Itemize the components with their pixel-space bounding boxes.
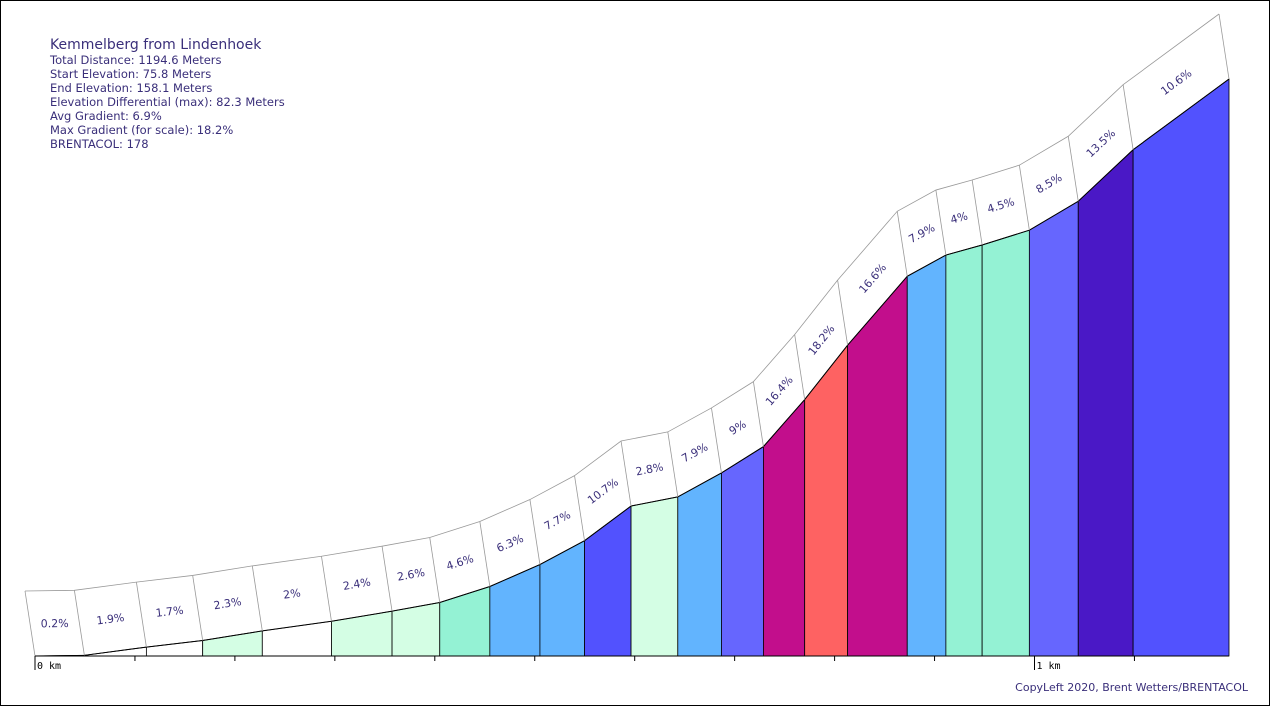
gradient-label: 10.6%	[1158, 67, 1194, 98]
gradient-label: 16.4%	[763, 373, 796, 408]
gradient-label: 4%	[949, 209, 969, 226]
copyright: CopyLeft 2020, Brent Wetters/BRENTACOL	[1015, 681, 1248, 694]
band-divider	[1067, 136, 1079, 202]
band-divider	[667, 431, 679, 497]
route-title: Kemmelberg from Lindenhoek	[50, 37, 262, 53]
gradient-label: 2%	[282, 586, 301, 601]
gradient-label: 16.6%	[856, 261, 889, 296]
gradient-label: 0.2%	[41, 617, 69, 630]
gradient-label: 1.7%	[155, 604, 184, 620]
band-divider	[971, 179, 983, 246]
band-divider	[794, 334, 806, 400]
gradient-segment	[489, 563, 541, 657]
band-divider	[529, 499, 541, 565]
gradient-segment	[981, 229, 1030, 657]
gradient-label: 7.9%	[679, 440, 710, 465]
band-divider	[429, 537, 441, 603]
band-divider	[896, 211, 908, 277]
gradient-segment	[439, 585, 491, 657]
band-divider	[1218, 13, 1230, 80]
km-tick-label: 0 km	[37, 661, 61, 672]
gradient-label: 9%	[727, 418, 749, 438]
start-elevation: Start Elevation: 75.8 Meters	[50, 67, 212, 81]
band-divider	[73, 590, 85, 656]
band-divider	[251, 565, 263, 631]
gradient-label: 10.7%	[585, 476, 621, 507]
band-divider	[381, 546, 393, 612]
brentacol-score: BRENTACOL: 178	[50, 137, 149, 151]
gradient-segment	[847, 275, 908, 657]
band-divider	[321, 556, 332, 622]
max-gradient: Max Gradient (for scale): 18.2%	[50, 123, 234, 137]
gradient-segment	[331, 610, 393, 657]
gradient-label: 2.6%	[396, 566, 426, 584]
route-info: Kemmelberg from Lindenhoek Total Distanc…	[50, 37, 285, 151]
total-distance: Total Distance: 1194.6 Meters	[50, 53, 222, 67]
gradient-label: 7.9%	[906, 221, 937, 246]
band-divider	[837, 280, 849, 346]
band-divider	[24, 590, 36, 657]
gradient-label: 4.5%	[986, 195, 1017, 216]
gradient-segment	[202, 630, 263, 657]
gradient-segment	[630, 496, 679, 657]
gradient-label: 18.2%	[806, 322, 838, 357]
avg-gradient: Avg Gradient: 6.9%	[50, 109, 162, 123]
gradient-segment	[145, 640, 204, 657]
band-top-edge	[24, 13, 1220, 592]
band-divider	[711, 407, 722, 473]
end-elevation: End Elevation: 158.1 Meters	[50, 81, 213, 95]
band-divider	[1018, 165, 1030, 231]
band-divider	[135, 582, 147, 648]
band-divider	[1122, 84, 1134, 150]
gradient-segment	[945, 244, 983, 657]
band-divider	[935, 189, 947, 256]
band-divider	[753, 381, 764, 447]
gradient-label: 7.7%	[542, 508, 573, 533]
gradient-label: 2.3%	[213, 595, 243, 612]
band-divider	[574, 475, 585, 541]
gradient-label: 1.9%	[96, 611, 125, 628]
gradient-segment	[584, 505, 632, 657]
gradient-segment	[721, 445, 764, 657]
elevation-differential: Elevation Differential (max): 82.3 Meter…	[50, 95, 285, 109]
gradient-segment	[539, 539, 585, 657]
gradient-segment	[763, 398, 806, 657]
gradient-label: 2.8%	[635, 460, 665, 478]
gradient-label: 2.4%	[342, 576, 372, 593]
gradient-label: 13.5%	[1084, 127, 1118, 160]
gradient-segment	[906, 254, 947, 657]
gradient-segment	[1077, 148, 1134, 657]
gradient-label: 8.5%	[1034, 171, 1065, 196]
km-tick-label: 1 km	[1036, 661, 1060, 672]
gradient-label: 6.3%	[495, 532, 526, 555]
gradient-segment	[1132, 78, 1230, 657]
band-divider	[620, 440, 632, 507]
gradient-segment	[1028, 200, 1079, 657]
band-divider	[479, 521, 491, 587]
gradient-label: 4.6%	[445, 552, 476, 573]
profile-line	[34, 78, 1230, 657]
gradient-segment	[391, 602, 441, 657]
gradient-segment	[677, 472, 722, 657]
band-divider	[192, 575, 204, 641]
